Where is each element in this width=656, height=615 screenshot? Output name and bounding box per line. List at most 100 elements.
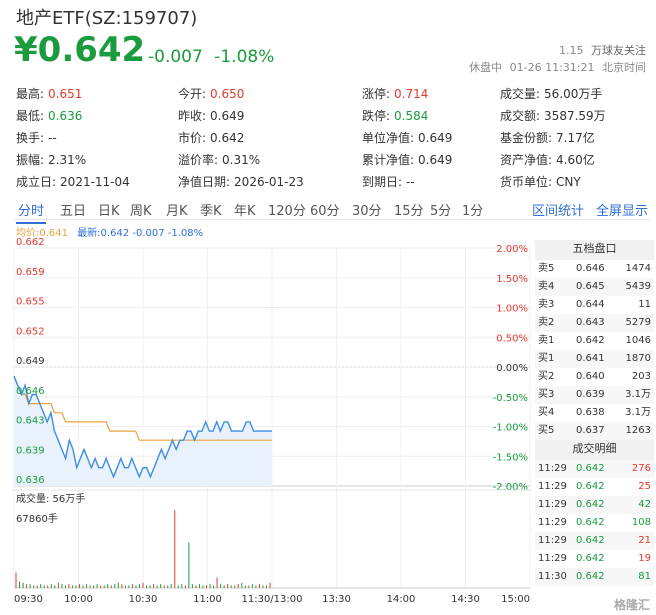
tab-5[interactable]: 季K bbox=[200, 204, 222, 219]
x-tick: 10:00 bbox=[64, 594, 93, 605]
tab-6[interactable]: 年K bbox=[234, 204, 256, 219]
x-tick: 11:00 bbox=[193, 594, 222, 605]
status-timezone: 北京时间 bbox=[602, 61, 646, 74]
tab-7[interactable]: 120分 bbox=[268, 204, 306, 219]
bid-volume: 3.1万 bbox=[625, 407, 651, 418]
bid-label: 买5 bbox=[538, 425, 555, 436]
y-tick-right: -2.00% bbox=[493, 482, 528, 493]
bid-row: 买5 0.637 1263 bbox=[535, 422, 654, 440]
x-tick: 11:30/13:00 bbox=[241, 594, 302, 605]
page-title: 地产ETF(SZ:159707) bbox=[16, 8, 198, 29]
y-tick-left: 0.659 bbox=[16, 267, 45, 278]
trade-row: 11:29 0.642 42 bbox=[535, 496, 654, 514]
stat-label: 成立日: bbox=[16, 175, 57, 189]
stat-value: 2.31% bbox=[48, 153, 87, 167]
trade-time: 11:30 bbox=[538, 571, 567, 582]
bid-row: 买3 0.639 3.1万 bbox=[535, 386, 654, 404]
stat-value: -- bbox=[406, 175, 415, 189]
stat-label: 最低: bbox=[16, 109, 45, 123]
stat-item: 今开: 0.650 bbox=[178, 85, 244, 102]
price-change: -0.007 -1.08% bbox=[148, 47, 280, 67]
trades-title: 成交明细 bbox=[535, 440, 654, 460]
stat-item: 成交量: 56.00万手 bbox=[500, 85, 602, 102]
stat-value: 0.31% bbox=[222, 153, 261, 167]
ask-row: 卖5 0.646 1474 bbox=[535, 260, 654, 278]
tab-9[interactable]: 30分 bbox=[352, 204, 382, 219]
stat-value: 0.642 bbox=[210, 131, 245, 145]
stat-value: 0.649 bbox=[418, 131, 453, 145]
follower-text[interactable]: 万球友关注 bbox=[591, 44, 646, 57]
intraday-chart[interactable]: 0.662 0.659 0.655 0.652 0.649 0.646 0.643 0.639… bbox=[0, 236, 535, 615]
stat-item: 净值日期: 2026-01-23 bbox=[178, 173, 304, 190]
tab-12[interactable]: 1分 bbox=[462, 204, 484, 219]
stat-item: 最低: 0.636 bbox=[16, 107, 82, 124]
tab-3[interactable]: 周K bbox=[130, 204, 152, 219]
stat-value: 0.651 bbox=[48, 87, 83, 101]
ask-volume: 5439 bbox=[625, 281, 651, 292]
bid-row: 买1 0.641 1870 bbox=[535, 350, 654, 368]
stat-value: 0.649 bbox=[418, 153, 453, 167]
bid-price: 0.641 bbox=[576, 353, 605, 364]
ask-label: 卖3 bbox=[538, 299, 555, 310]
trade-price: 0.642 bbox=[576, 535, 605, 546]
y-tick-right: 0.00% bbox=[496, 363, 528, 374]
ask-label: 卖2 bbox=[538, 317, 555, 328]
trade-volume: 108 bbox=[631, 517, 651, 528]
status-text: 休盘中 bbox=[469, 61, 503, 74]
x-tick: 13:30 bbox=[322, 594, 351, 605]
tab-8[interactable]: 60分 bbox=[310, 204, 340, 219]
latest-area-fill bbox=[14, 376, 272, 486]
change-value: -0.007 bbox=[148, 47, 203, 67]
tab-1[interactable]: 五日 bbox=[60, 204, 87, 219]
ask-label: 卖1 bbox=[538, 335, 555, 346]
stat-item: 振幅: 2.31% bbox=[16, 151, 86, 168]
bid-price: 0.640 bbox=[576, 371, 605, 382]
stat-label: 今开: bbox=[178, 87, 207, 101]
latest-price-line bbox=[13, 375, 272, 479]
trade-volume: 25 bbox=[638, 481, 651, 492]
stat-label: 振幅: bbox=[16, 153, 45, 167]
trade-row: 11:29 0.642 19 bbox=[535, 550, 654, 568]
tab-0[interactable]: 分时 bbox=[15, 200, 47, 224]
y-tick-left: 0.639 bbox=[16, 445, 45, 456]
trade-price: 0.642 bbox=[576, 463, 605, 474]
bid-row: 买2 0.640 203 bbox=[535, 368, 654, 386]
bid-price: 0.638 bbox=[576, 407, 605, 418]
stat-item: 跌停: 0.584 bbox=[362, 107, 428, 124]
stat-item: 涨停: 0.714 bbox=[362, 85, 428, 102]
stat-value: 2026-01-23 bbox=[234, 175, 304, 189]
stat-item: 单位净值: 0.649 bbox=[362, 129, 452, 146]
y-tick-right: 1.50% bbox=[496, 274, 528, 285]
stat-label: 市价: bbox=[178, 131, 207, 145]
stat-label: 资产净值: bbox=[500, 153, 553, 167]
bid-row: 买4 0.638 3.1万 bbox=[535, 404, 654, 422]
fullscreen-link[interactable]: 全屏显示 bbox=[596, 204, 649, 219]
stat-value: 0.714 bbox=[394, 87, 429, 101]
y-tick-left: 0.655 bbox=[16, 297, 45, 308]
trade-price: 0.642 bbox=[576, 481, 605, 492]
bid-volume: 1870 bbox=[625, 353, 651, 364]
stat-item: 成立日: 2021-11-04 bbox=[16, 173, 130, 190]
stat-item: 成交额: 3587.59万 bbox=[500, 107, 606, 124]
trade-volume: 21 bbox=[638, 535, 651, 546]
stat-value: CNY bbox=[556, 175, 581, 189]
trade-volume: 276 bbox=[631, 463, 651, 474]
stat-label: 基金份额: bbox=[500, 131, 553, 145]
stats-row: 成立日: 2021-11-04 净值日期: 2026-01-23 到期日: -- 货币单位:… bbox=[16, 170, 646, 192]
tab-2[interactable]: 日K bbox=[98, 204, 120, 219]
tab-4[interactable]: 月K bbox=[166, 204, 188, 219]
stats-row: 最低: 0.636 昨收: 0.649 跌停: 0.584 成交额: 3587.59万 bbox=[16, 104, 646, 126]
stat-value: 4.60亿 bbox=[556, 153, 595, 167]
trade-price: 0.642 bbox=[576, 571, 605, 582]
ask-row: 卖1 0.642 1046 bbox=[535, 332, 654, 350]
y-tick-right: 0.50% bbox=[496, 333, 528, 344]
trade-price: 0.642 bbox=[576, 517, 605, 528]
range-stats-link[interactable]: 区间统计 bbox=[532, 204, 585, 219]
x-tick: 10:30 bbox=[129, 594, 158, 605]
stat-item: 溢价率: 0.31% bbox=[178, 151, 260, 168]
chart-legend: 均价:0.641 最新:0.642 -0.007 -1.08% bbox=[16, 224, 203, 239]
tab-10[interactable]: 15分 bbox=[394, 204, 424, 219]
ask-price: 0.643 bbox=[576, 317, 605, 328]
tab-11[interactable]: 5分 bbox=[430, 204, 452, 219]
y-tick-left: 0.652 bbox=[16, 326, 45, 337]
